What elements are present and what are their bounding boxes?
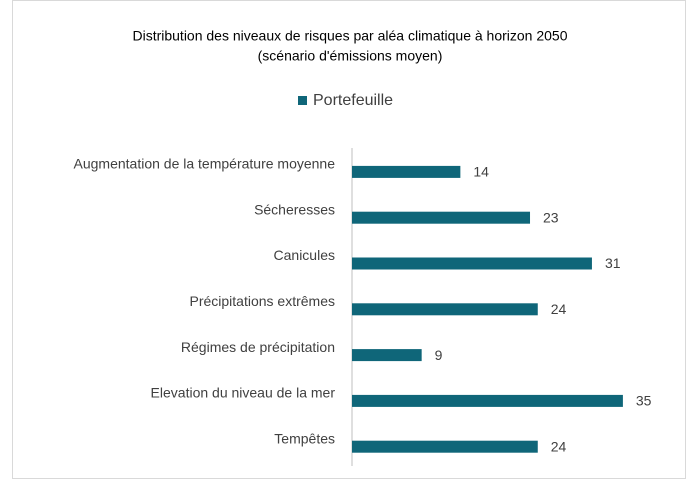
y-tick-label: Sécheresses: [254, 201, 335, 217]
data-label: 9: [435, 347, 443, 363]
bar: [352, 394, 623, 407]
y-tick-label: Tempêtes: [274, 430, 335, 446]
data-label: 35: [636, 393, 652, 409]
y-tick-label: Précipitations extrêmes: [189, 293, 335, 309]
data-label: 23: [543, 209, 559, 225]
data-label: 24: [551, 301, 567, 317]
y-tick-label: Augmentation de la température moyenne: [74, 156, 336, 172]
bar: [352, 440, 538, 453]
chart-title: Distribution des niveaux de risques par …: [132, 28, 567, 44]
data-label: 24: [551, 438, 567, 454]
legend-label: Portefeuille: [313, 92, 393, 109]
bar: [352, 349, 422, 362]
bar: [352, 257, 592, 270]
legend-swatch: [298, 96, 307, 105]
data-label: 31: [605, 255, 621, 271]
y-tick-label: Elevation du niveau de la mer: [151, 385, 336, 401]
y-tick-label: Régimes de précipitation: [181, 339, 335, 355]
bar: [352, 211, 531, 224]
data-label: 14: [473, 164, 489, 180]
y-tick-label: Canicules: [274, 247, 335, 263]
bar: [352, 165, 461, 178]
chart-subtitle: (scénario d'émissions moyen): [258, 48, 443, 64]
bar: [352, 303, 538, 316]
